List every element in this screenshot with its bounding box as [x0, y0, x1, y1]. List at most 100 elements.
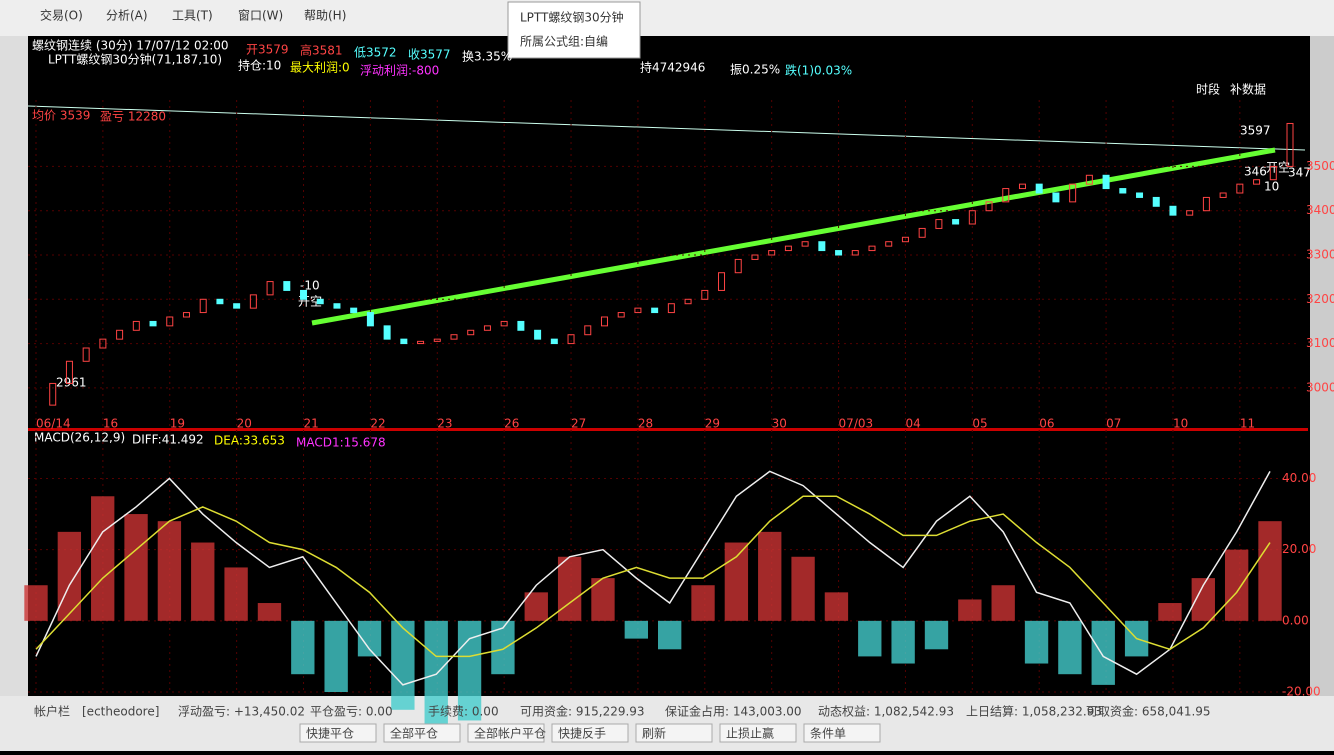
candle — [1102, 174, 1110, 190]
y-tick-label: 0.00 — [1282, 613, 1309, 627]
footer-button-label[interactable]: 全部平仓 — [390, 726, 438, 741]
y-tick-label: 20.00 — [1282, 542, 1316, 556]
x-tick-label: 11 — [1240, 417, 1255, 431]
symbol: 螺纹钢连续 (30分) 17/07/12 02:00 — [32, 38, 229, 53]
candle — [550, 338, 558, 345]
candle — [383, 325, 391, 340]
footer-button[interactable] — [635, 723, 713, 743]
candle — [651, 307, 659, 314]
pnl: 盈亏 12280 — [100, 110, 166, 124]
candle — [1069, 183, 1077, 203]
candle — [751, 254, 759, 260]
position: 持4742946 — [640, 60, 705, 75]
diff-label: DIFF:41.492 — [132, 433, 204, 447]
x-tick-label: 10 — [1173, 417, 1188, 431]
candle — [483, 325, 491, 331]
candle — [1018, 183, 1026, 190]
menu-item[interactable]: 窗口(W) — [238, 9, 283, 23]
candle — [450, 334, 458, 340]
candle — [1119, 188, 1127, 194]
candle — [199, 298, 207, 314]
macd-bar — [391, 620, 415, 710]
footer-button[interactable] — [551, 723, 629, 743]
separator — [28, 428, 1308, 431]
footer-button-label[interactable]: 止损止赢 — [726, 726, 774, 741]
low: 低3572 — [354, 46, 397, 60]
candle — [985, 201, 993, 212]
candle — [918, 227, 926, 238]
candle — [1152, 196, 1160, 207]
footer-stat: 保证金占用: 143,003.00 — [665, 704, 802, 719]
macd-bar — [924, 620, 949, 650]
candle — [952, 219, 960, 225]
candle — [1052, 192, 1060, 203]
macd-bar — [624, 620, 648, 639]
candle — [249, 294, 257, 309]
macd-bar — [491, 620, 515, 675]
avg: 均价 3539 — [32, 109, 90, 123]
footer-button[interactable] — [803, 723, 881, 743]
tool-button[interactable]: 时段 — [1196, 82, 1220, 97]
footer-button-label[interactable]: 全部帐户平仓 — [474, 726, 546, 741]
candle — [667, 303, 675, 314]
macd-bar — [557, 556, 582, 621]
menu-item[interactable]: 交易(O) — [40, 8, 83, 23]
footer-stat: 浮动盈亏: +13,450.02 — [178, 705, 305, 719]
candle — [1219, 192, 1227, 198]
macd-bar — [291, 620, 315, 675]
candle — [1286, 122, 1294, 167]
footer-button[interactable] — [719, 723, 797, 743]
macd-bar — [57, 531, 82, 621]
candle — [417, 340, 425, 345]
footer-button-label[interactable]: 刷新 — [642, 726, 666, 741]
footer-button[interactable] — [467, 723, 545, 743]
high-label: 3597 — [1240, 124, 1271, 138]
menu-item[interactable]: 分析(A) — [106, 9, 148, 23]
popup-title: LPTT螺纹钢30分钟 — [520, 10, 624, 25]
x-tick-label: 21 — [304, 417, 319, 431]
candle — [82, 347, 90, 362]
candle — [233, 303, 241, 309]
tool-button[interactable]: 补数据 — [1230, 82, 1266, 97]
candle — [868, 245, 876, 252]
y-tick-label: 3400 — [1306, 203, 1334, 217]
max-profit: 最大利润:0 — [290, 61, 350, 75]
candle — [350, 307, 358, 314]
low-label: 2961 — [56, 376, 87, 390]
candle — [132, 320, 140, 331]
amplitude: 振0.25% — [730, 63, 780, 77]
macd-bar — [524, 592, 548, 621]
menu-item[interactable]: 帮助(H) — [304, 9, 346, 23]
footer-button-label[interactable]: 快捷平仓 — [306, 727, 354, 741]
candle — [283, 281, 291, 291]
macd-bar — [658, 620, 682, 650]
footer-stat: 平仓盈亏: 0.00 — [310, 705, 393, 719]
side-right — [1310, 36, 1334, 696]
float-profit: 浮动利润:-800 — [360, 64, 439, 78]
footer-button-label[interactable]: 快捷反手 — [558, 727, 606, 741]
candle — [182, 312, 190, 318]
dea-label: DEA:33.653 — [214, 434, 285, 448]
macd-bar — [1158, 603, 1182, 621]
candle — [1269, 165, 1277, 181]
footer-button[interactable] — [299, 723, 377, 743]
candle — [784, 245, 792, 252]
macd-bar — [958, 599, 982, 621]
candle — [467, 329, 475, 336]
footer-stat: 帐户栏 — [34, 704, 70, 719]
macd-bar — [24, 585, 48, 621]
macd-bar — [91, 496, 115, 621]
x-tick-label: 05 — [972, 417, 987, 431]
trade-line — [311, 147, 1276, 326]
candle — [1136, 192, 1144, 198]
candle — [801, 241, 809, 247]
footer-button[interactable] — [383, 723, 461, 743]
candle — [718, 272, 726, 291]
menu-item[interactable]: 工具(T) — [172, 9, 213, 23]
candle — [517, 320, 525, 331]
open: 开3579 — [246, 43, 289, 57]
macd-bar — [357, 620, 382, 657]
footer-button-label[interactable]: 条件单 — [810, 727, 846, 741]
x-tick-label: 04 — [905, 417, 920, 431]
